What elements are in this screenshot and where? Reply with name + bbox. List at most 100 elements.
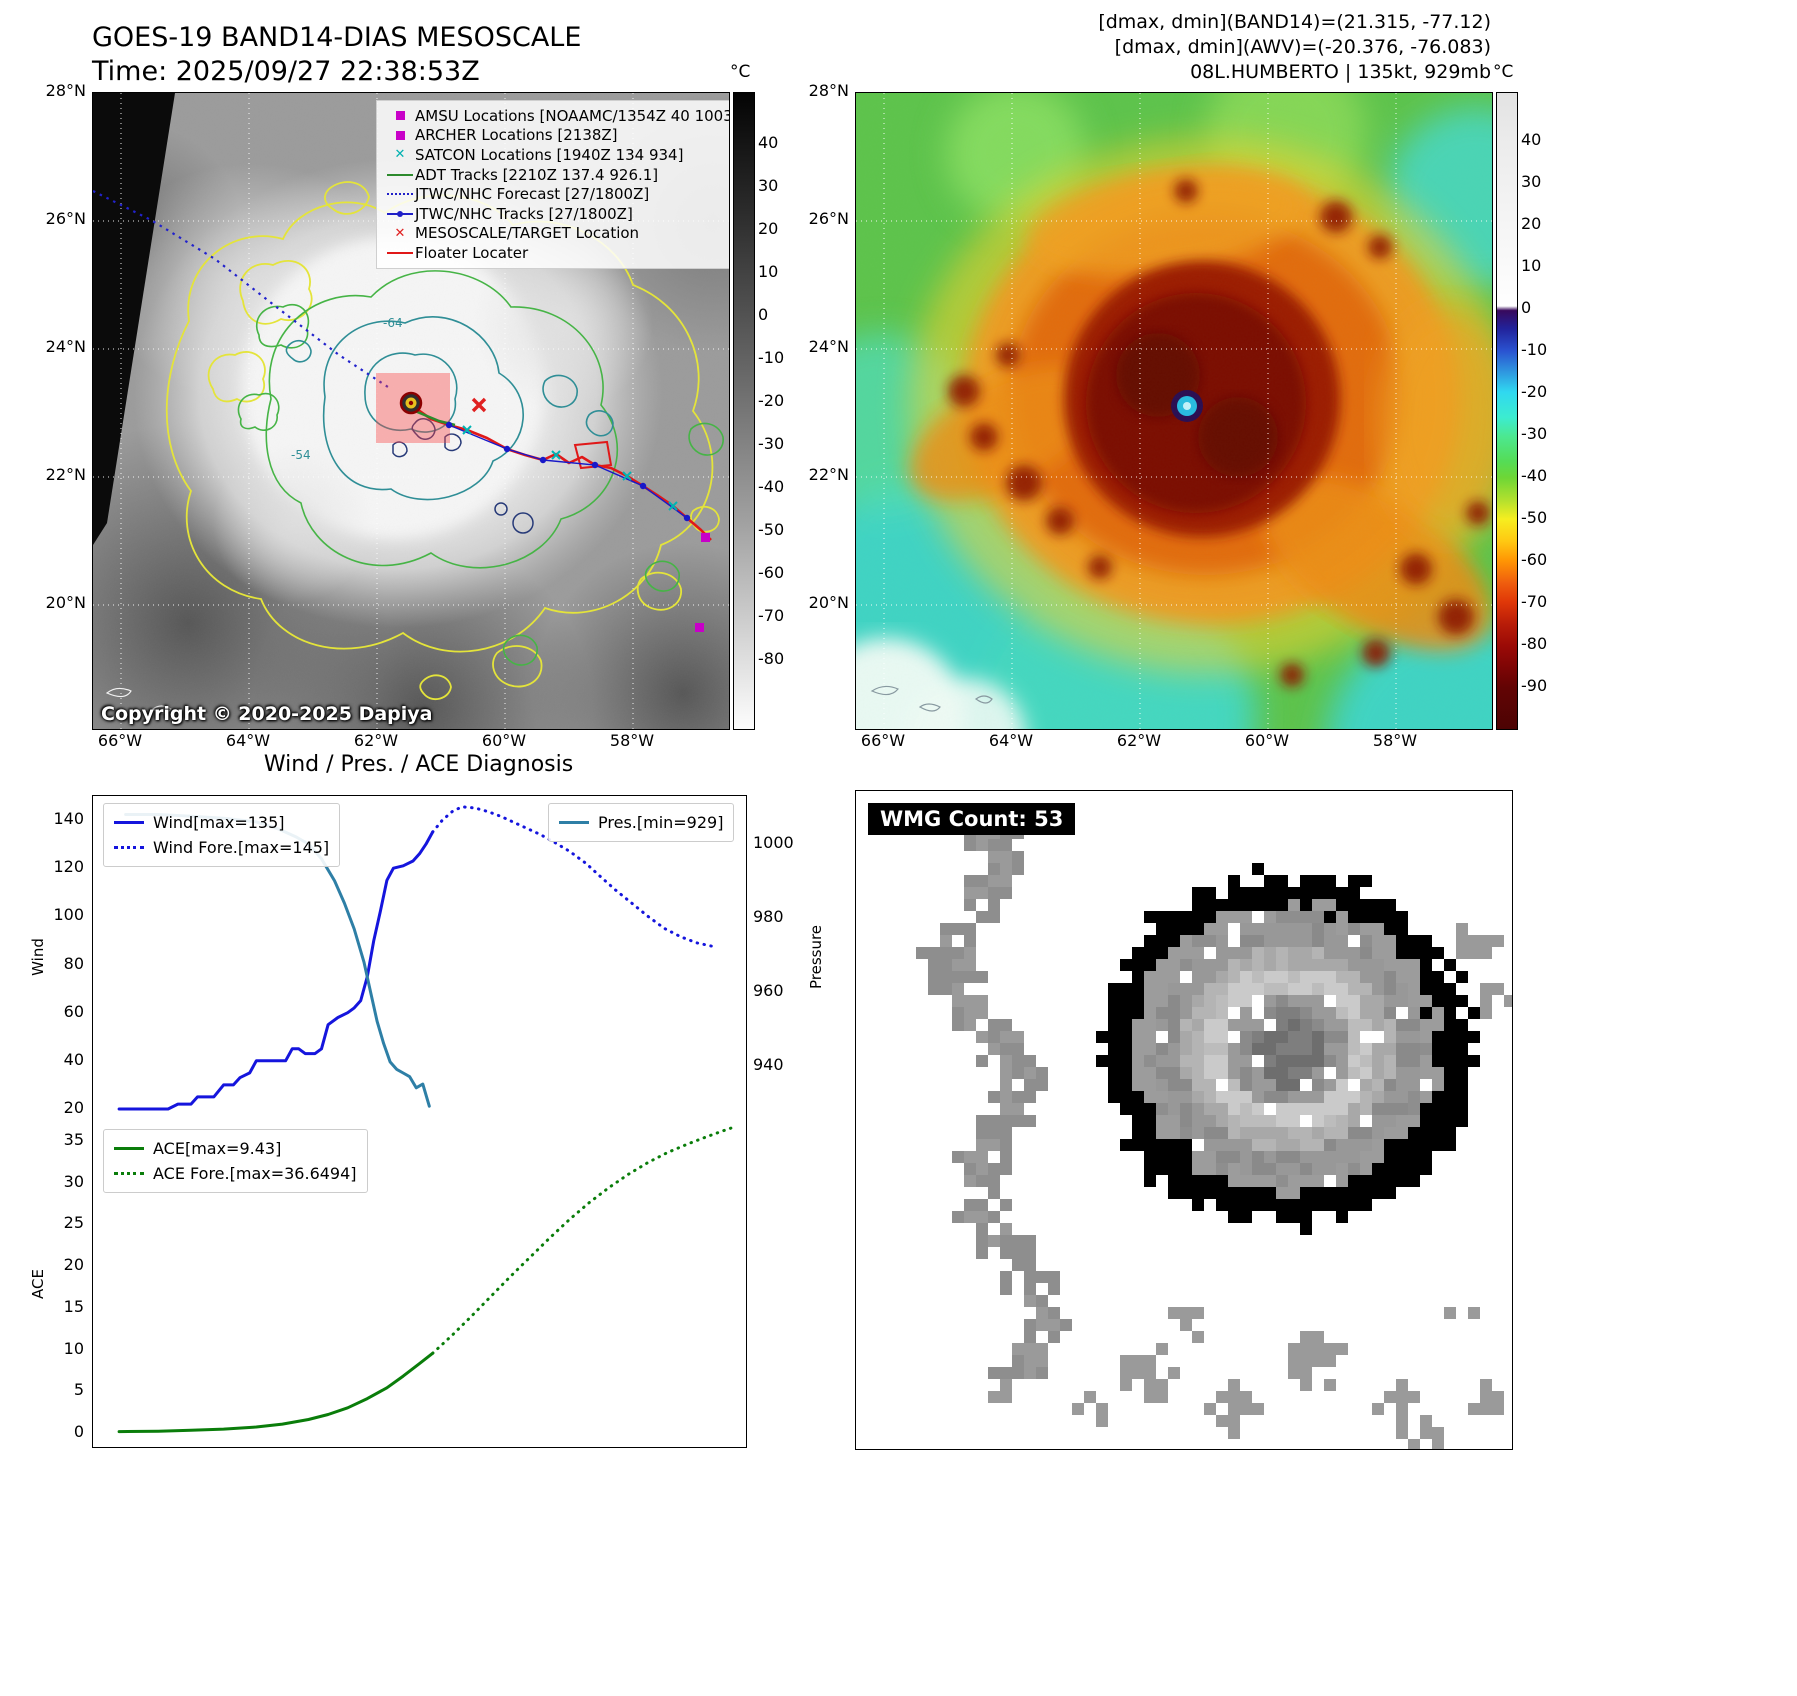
right-map-lon-tick: 64°W (988, 731, 1034, 750)
right-map-lat-tick: 22°N (808, 465, 849, 484)
right-map-lat-tick: 20°N (808, 593, 849, 612)
legend-label: Wind[max=135] (153, 813, 285, 832)
right-colorbar-tick: -70 (1521, 592, 1548, 611)
contours-green (237, 270, 724, 666)
legend-swatch (559, 821, 589, 824)
left-colorbar-tick: 30 (758, 176, 779, 195)
series-wind-max-135- (117, 830, 435, 1111)
map-legend-entry: JTWC/NHC Tracks [27/1800Z] (385, 204, 729, 224)
pressure-ytick: 1000 (753, 833, 794, 852)
legend-entry: Pres.[min=929] (559, 810, 723, 835)
colorbar-unit-left: °C (730, 62, 751, 82)
enhanced-ir-image (856, 93, 1492, 729)
left-map-lat-tick: 28°N (45, 81, 86, 100)
map-legend-label: JTWC/NHC Forecast [27/1800Z] (415, 185, 650, 204)
ace-ytick: 25 (63, 1213, 84, 1233)
left-colorbar-tick: -10 (758, 348, 785, 367)
left-map-lon-tick: 66°W (97, 731, 143, 750)
map-legend-label: AMSU Locations [NOAAMC/1354Z 40 1003] (415, 106, 730, 125)
copyright-watermark: Copyright © 2020-2025 Dapiya (101, 703, 433, 725)
square-magenta-icon (385, 130, 415, 140)
left-colorbar-tick: 10 (758, 262, 779, 281)
map-legend-entry: AMSU Locations [NOAAMC/1354Z 40 1003] (385, 106, 730, 126)
wind-ytick: 120 (53, 857, 84, 877)
right-colorbar-tick: -30 (1521, 424, 1548, 443)
left-colorbar-tick: -60 (758, 563, 785, 582)
map-legend-label: JTWC/NHC Tracks [27/1800Z] (415, 204, 633, 223)
legend-swatch (114, 1147, 144, 1150)
series-wind-fore-max-145- (431, 805, 715, 948)
right-colorbar-tick: 0 (1521, 298, 1532, 317)
legend-entry: Wind[max=135] (114, 810, 329, 835)
right-colorbar-tick: -10 (1521, 340, 1548, 359)
right-colorbar-tick: 30 (1521, 172, 1542, 191)
map-legend-label: MESOSCALE/TARGET Location (415, 224, 640, 243)
map-legend-label: ADT Tracks [2210Z 137.4 926.1] (415, 165, 659, 184)
left-colorbar-tick: -30 (758, 434, 785, 453)
amsu-marker (701, 533, 710, 542)
ace-ytick: 5 (73, 1380, 84, 1400)
line-red-icon (385, 251, 415, 254)
satcon-markers (462, 425, 678, 511)
legend-swatch (114, 1172, 144, 1175)
left-colorbar-tick: -40 (758, 477, 785, 496)
left-colorbar-tick: 20 (758, 219, 779, 238)
left-map-lon-tick: 58°W (609, 731, 655, 750)
colorbar-unit-right: °C (1493, 62, 1514, 82)
enhanced-ir-map (855, 92, 1493, 730)
map-legend-entry: ✕ SATCON Locations [1940Z 134 934] (385, 145, 729, 165)
ace-ytick: 20 (63, 1255, 84, 1275)
legend-entry: Wind Fore.[max=145] (114, 835, 329, 860)
ace-ytick: 35 (63, 1130, 84, 1150)
contour-label-64: -64 (383, 316, 403, 330)
right-colorbar-tick: -60 (1521, 550, 1548, 569)
map-legend-entry: Floater Locater (385, 243, 729, 263)
jtwc-track-points (445, 421, 691, 522)
storm-id-intensity-text: 08L.HUMBERTO | 135kt, 929mb (1190, 61, 1491, 83)
dmax-dmin-awv-text: [dmax, dmin](AWV)=(-20.376, -76.083) (1114, 36, 1491, 58)
legend-entry: ACE Fore.[max=36.6494] (114, 1161, 357, 1186)
left-map-lon-tick: 62°W (353, 731, 399, 750)
wind-ytick: 80 (63, 953, 84, 973)
series-ace-fore-max-36-6494- (431, 1124, 738, 1355)
x-cyan-icon: ✕ (394, 147, 406, 163)
legend-entry: ACE[max=9.43] (114, 1136, 357, 1161)
wind-ytick: 60 (63, 1001, 84, 1021)
map-legend: AMSU Locations [NOAAMC/1354Z 40 1003] ARC… (376, 100, 730, 269)
contours-teal (285, 316, 614, 501)
ace-plot-area (117, 1124, 738, 1434)
left-colorbar-tick: -70 (758, 606, 785, 625)
right-map-lon-tick: 60°W (1244, 731, 1290, 750)
pressure-ytick: 980 (753, 906, 784, 926)
target-x-marker (471, 397, 487, 413)
header-info-block: [dmax, dmin](BAND14)=(21.315, -77.12) [d… (1098, 10, 1491, 85)
left-colorbar-tick: -80 (758, 649, 785, 668)
square-magenta-icon (385, 111, 415, 121)
legend-swatch (114, 846, 144, 849)
right-map-lat-tick: 24°N (808, 337, 849, 356)
map-legend-label: SATCON Locations [1940Z 134 934] (415, 145, 684, 164)
left-map-lat-tick: 20°N (45, 593, 86, 612)
wmg-pixel-image (916, 815, 1512, 1449)
enhanced-ir-colorbar (1496, 92, 1518, 730)
dotted-blue-icon (385, 193, 415, 196)
dmax-dmin-band14-text: [dmax, dmin](BAND14)=(21.315, -77.12) (1098, 11, 1491, 33)
wmg-microwave-panel: WMG Count: 53 (855, 790, 1513, 1450)
right-colorbar-tick: -90 (1521, 676, 1548, 695)
series-ace-max-9-43- (117, 1351, 435, 1434)
map-legend-label: Floater Locater (415, 243, 529, 262)
right-map-lat-tick: 28°N (808, 81, 849, 100)
legend-label: ACE[max=9.43] (153, 1139, 282, 1158)
wind-ytick: 100 (53, 905, 84, 925)
left-map-lat-tick: 26°N (45, 209, 86, 228)
right-colorbar-tick: 20 (1521, 214, 1542, 233)
legend-label: Pres.[min=929] (598, 813, 724, 832)
right-colorbar-tick: -40 (1521, 466, 1548, 485)
line-green-icon (385, 173, 415, 176)
floater-box (573, 440, 613, 470)
map-legend-entry: ARCHER Locations [2138Z] (385, 126, 729, 146)
wind-ytick: 40 (63, 1049, 84, 1069)
left-colorbar-tick: -20 (758, 391, 785, 410)
wmg-count-badge: WMG Count: 53 (868, 803, 1076, 835)
